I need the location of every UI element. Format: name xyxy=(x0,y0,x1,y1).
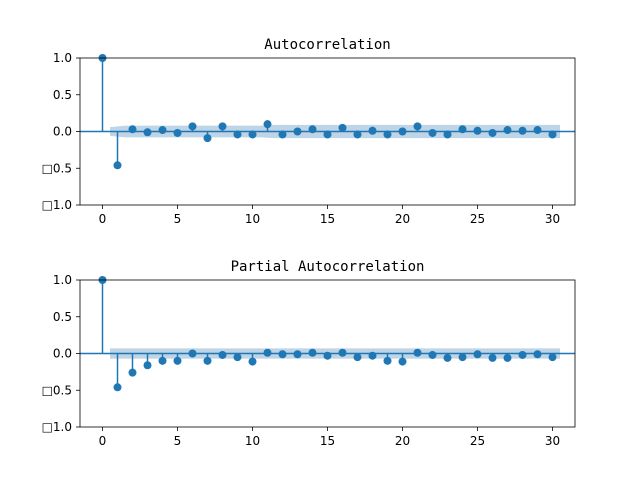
data-point xyxy=(338,348,347,357)
data-point xyxy=(263,120,272,129)
data-point xyxy=(353,353,362,362)
chart-title: Partial Autocorrelation xyxy=(231,259,425,275)
data-point xyxy=(368,351,377,360)
data-point xyxy=(128,368,137,377)
data-point xyxy=(158,356,167,365)
data-point xyxy=(383,356,392,365)
x-tick-label: 20 xyxy=(395,212,410,226)
data-point xyxy=(518,350,527,359)
data-point xyxy=(278,350,287,359)
data-point xyxy=(323,130,332,139)
x-tick-label: 10 xyxy=(245,212,260,226)
x-tick-label: 30 xyxy=(545,212,560,226)
data-point xyxy=(218,122,227,131)
data-point xyxy=(503,353,512,362)
data-point xyxy=(533,350,542,359)
y-tick-label: 0.5 xyxy=(53,88,72,102)
chart-title: Autocorrelation xyxy=(264,37,390,53)
y-tick-label: □0.5 xyxy=(42,161,72,175)
x-tick-label: 15 xyxy=(320,212,335,226)
data-point xyxy=(188,122,197,131)
data-point xyxy=(173,356,182,365)
x-tick-label: 20 xyxy=(395,434,410,448)
data-point xyxy=(248,130,257,139)
data-point xyxy=(218,350,227,359)
data-point xyxy=(548,130,557,139)
data-point xyxy=(368,126,377,135)
y-tick-label: 1.0 xyxy=(53,273,72,287)
data-point xyxy=(503,126,512,135)
data-point xyxy=(353,130,362,139)
data-point xyxy=(473,350,482,359)
data-point xyxy=(248,357,257,366)
data-point xyxy=(143,361,152,370)
data-point xyxy=(173,128,182,137)
x-tick-label: 5 xyxy=(174,434,182,448)
data-point xyxy=(158,126,167,135)
data-point xyxy=(473,126,482,135)
data-point xyxy=(533,126,542,135)
data-point xyxy=(323,351,332,360)
data-point xyxy=(293,127,302,136)
data-point xyxy=(443,130,452,139)
data-point xyxy=(413,122,422,131)
y-tick-label: 1.0 xyxy=(53,51,72,65)
x-tick-label: 25 xyxy=(470,212,485,226)
data-point xyxy=(398,127,407,136)
x-tick-label: 10 xyxy=(245,434,260,448)
y-tick-label: □0.5 xyxy=(42,383,72,397)
data-point xyxy=(488,353,497,362)
y-tick-label: □1.0 xyxy=(42,420,72,434)
data-point xyxy=(278,130,287,139)
data-point xyxy=(188,349,197,358)
data-point xyxy=(458,125,467,134)
data-point xyxy=(308,348,317,357)
data-point xyxy=(548,353,557,362)
data-point xyxy=(203,356,212,365)
data-point xyxy=(428,350,437,359)
data-point xyxy=(233,130,242,139)
data-point xyxy=(143,128,152,137)
data-point xyxy=(338,123,347,132)
data-point xyxy=(233,353,242,362)
data-point xyxy=(458,353,467,362)
data-point xyxy=(383,130,392,139)
data-point xyxy=(308,125,317,134)
autocorrelation-panel: Autocorrelation 0 5 10 15 20 25 30 1.0 0.5 0.0 □0.… xyxy=(42,37,576,226)
data-point xyxy=(263,348,272,357)
y-tick-label: 0.0 xyxy=(53,347,72,361)
x-tick-label: 0 xyxy=(99,434,107,448)
x-tick-label: 30 xyxy=(545,434,560,448)
data-point xyxy=(113,383,122,392)
data-point xyxy=(128,125,137,134)
data-point xyxy=(428,128,437,137)
x-tick-label: 15 xyxy=(320,434,335,448)
data-point xyxy=(518,126,527,135)
y-tick-label: 0.5 xyxy=(53,310,72,324)
data-point xyxy=(293,350,302,359)
data-point xyxy=(488,128,497,137)
data-point xyxy=(413,348,422,357)
x-tick-label: 0 xyxy=(99,212,107,226)
partial-autocorrelation-panel: Partial Autocorrelation 0 5 10 15 20 25 30 1.0 0… xyxy=(42,259,576,448)
x-tick-label: 25 xyxy=(470,434,485,448)
data-point xyxy=(113,161,122,170)
data-point xyxy=(398,357,407,366)
y-tick-label: 0.0 xyxy=(53,125,72,139)
data-point xyxy=(203,134,212,143)
x-tick-label: 5 xyxy=(174,212,182,226)
y-tick-label: □1.0 xyxy=(42,198,72,212)
data-point xyxy=(443,353,452,362)
